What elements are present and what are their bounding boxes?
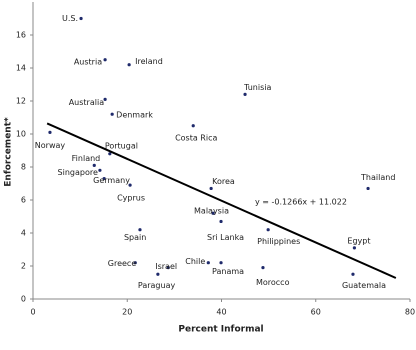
- point: [128, 183, 132, 187]
- point: [209, 186, 213, 191]
- y-tick-label: 8: [21, 163, 26, 172]
- y-tick-label: 6: [21, 196, 26, 205]
- point: [266, 228, 270, 232]
- point-label: Portugal: [105, 141, 138, 150]
- point: [92, 163, 96, 167]
- point-label: Thailand: [360, 173, 395, 182]
- point-label: Philippines: [257, 237, 300, 246]
- point-label: Germany: [93, 176, 130, 185]
- point: [351, 272, 355, 276]
- x-tick-label: 0: [30, 308, 35, 317]
- point-label: Norway: [35, 141, 66, 150]
- point-label: Australia: [69, 98, 104, 107]
- point-label: Tunisia: [243, 83, 271, 92]
- point-label: Paraguay: [138, 281, 176, 290]
- trendline-equation: y = -0.1266x + 11.022: [255, 198, 347, 207]
- y-tick-label: 10: [16, 130, 26, 139]
- point-label: Guatemala: [342, 281, 386, 290]
- point-label: Sri Lanka: [207, 233, 244, 242]
- point: [138, 228, 142, 232]
- point: [108, 152, 112, 156]
- point: [211, 211, 215, 215]
- point-label: Austria: [74, 57, 102, 66]
- point: [366, 186, 370, 191]
- point-label: Greece: [108, 259, 137, 268]
- point-label: U.S.: [62, 14, 78, 23]
- point-label: Finland: [72, 154, 101, 163]
- y-tick-label: 12: [16, 97, 26, 106]
- x-tick-label: 40: [216, 308, 226, 317]
- point-label: Korea: [212, 177, 235, 186]
- point: [102, 176, 106, 181]
- point: [166, 266, 170, 270]
- point-label: Cyprus: [117, 194, 145, 203]
- point-label: Panama: [212, 267, 244, 276]
- point-label: Chile: [185, 257, 205, 266]
- point-label: Egypt: [347, 236, 370, 245]
- point: [206, 261, 210, 265]
- point: [219, 219, 223, 224]
- x-tick-label: 20: [122, 308, 132, 317]
- point: [261, 266, 265, 270]
- trendline: [46, 122, 397, 279]
- point-label: Costa Rica: [175, 133, 217, 142]
- y-tick-label: 4: [21, 229, 26, 238]
- point-label: Spain: [124, 233, 146, 242]
- x-tick-label: 80: [405, 308, 415, 317]
- point: [79, 16, 83, 21]
- x-tick-label: 60: [311, 308, 321, 317]
- point: [103, 97, 107, 101]
- point-label: Ireland: [135, 57, 163, 66]
- point: [352, 246, 356, 250]
- point: [191, 124, 195, 128]
- point: [110, 112, 114, 116]
- point-label: Singapore: [58, 168, 98, 177]
- y-tick-label: 16: [16, 31, 26, 40]
- point-label: Morocco: [256, 278, 290, 287]
- point-label: Malaysia: [194, 207, 229, 216]
- y-tick-label: 0: [21, 295, 26, 304]
- point: [133, 261, 137, 265]
- point: [98, 168, 102, 172]
- y-tick-label: 2: [21, 262, 26, 271]
- y-tick-label: 14: [16, 64, 26, 73]
- point: [156, 272, 160, 276]
- point-label: Denmark: [116, 111, 153, 120]
- point: [219, 261, 223, 265]
- point: [127, 63, 131, 67]
- point: [48, 130, 52, 134]
- point: [103, 58, 107, 62]
- y-axis-title: Enforcement*: [4, 117, 14, 187]
- point-label: Israel: [155, 262, 177, 271]
- point: [243, 92, 247, 96]
- x-axis-title: Percent Informal: [178, 325, 263, 335]
